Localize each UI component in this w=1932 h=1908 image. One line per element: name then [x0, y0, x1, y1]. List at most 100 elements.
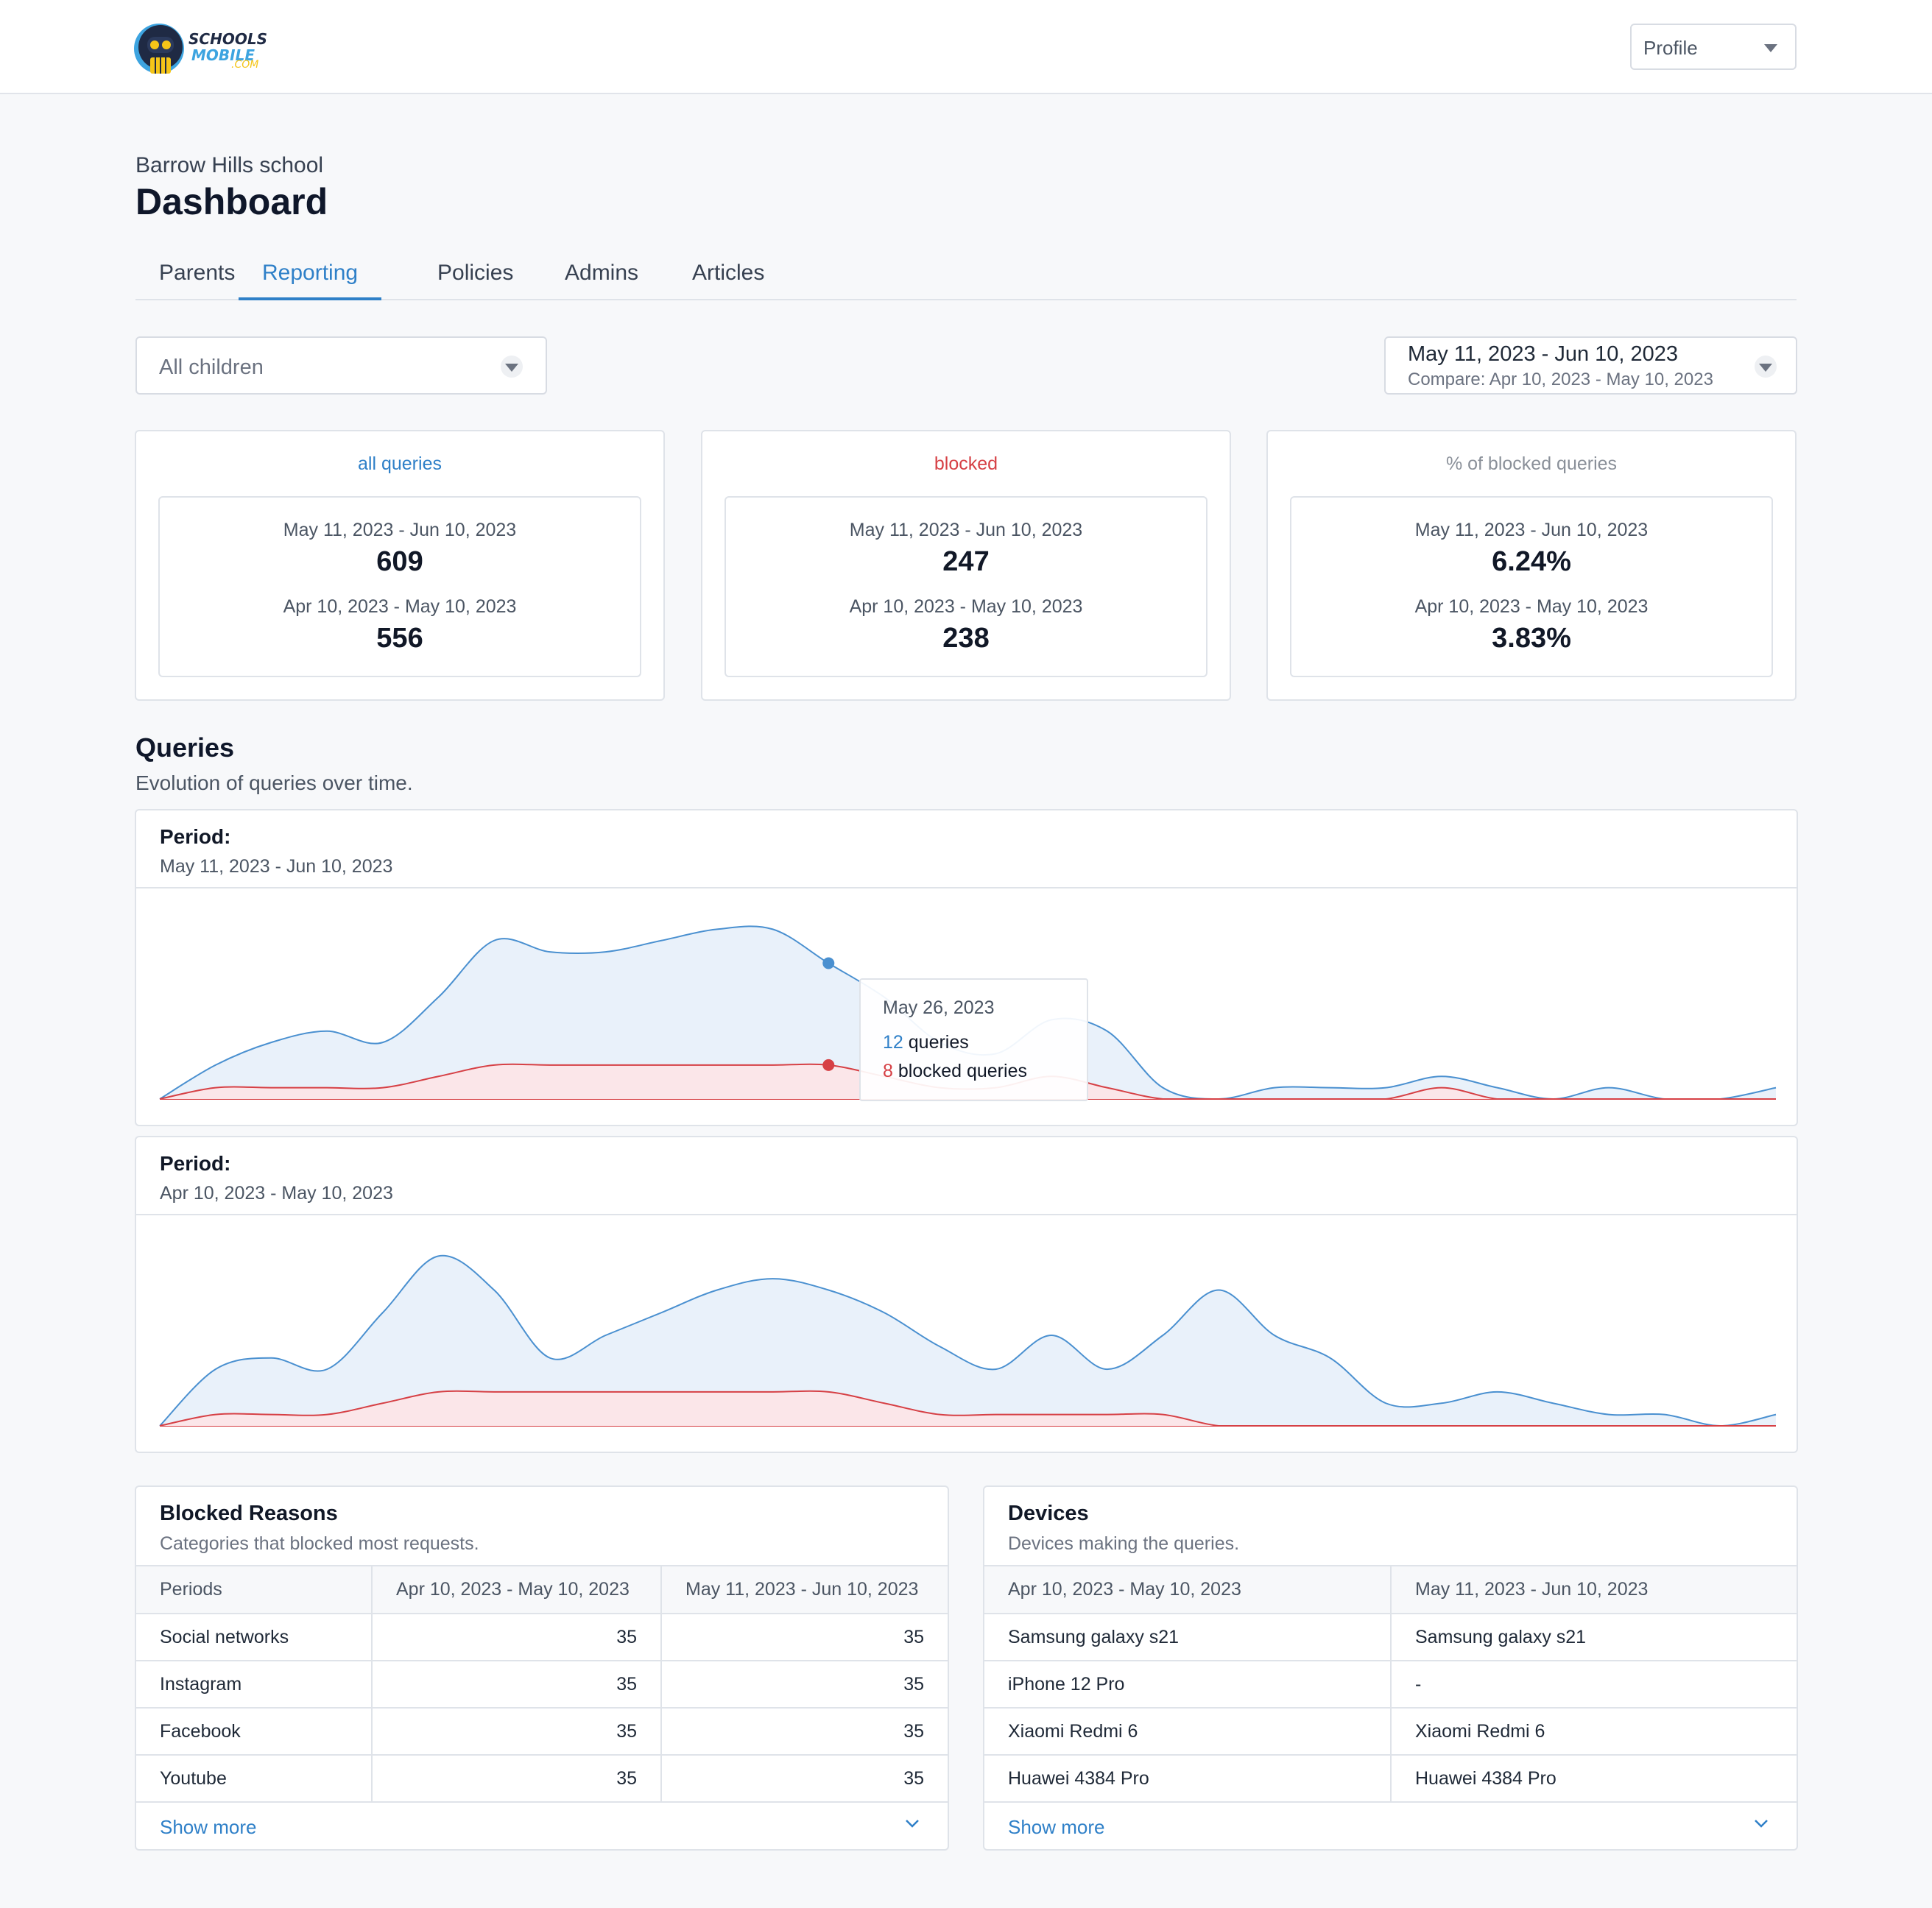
- stat-label: blocked: [934, 453, 998, 474]
- table-cell: Huawei 4384 Pro: [1391, 1755, 1797, 1803]
- table-row: Instagram 35 35: [136, 1661, 948, 1709]
- profile-label: Profile: [1643, 37, 1698, 59]
- blocked-reasons-title: Blocked Reasons: [160, 1502, 338, 1525]
- chart-tooltip: May 26, 2023 12 queries 8 blocked querie…: [859, 978, 1088, 1101]
- tooltip-date: May 26, 2023: [883, 997, 995, 1018]
- table-cell: -: [1391, 1661, 1797, 1709]
- table-cell: 35: [372, 1614, 662, 1661]
- queries-line: [159, 1254, 1777, 1427]
- column-header: May 11, 2023 - Jun 10, 2023: [1391, 1566, 1797, 1614]
- table-cell: 35: [372, 1661, 662, 1709]
- queries-subtitle: Evolution of queries over time.: [135, 771, 413, 794]
- period-label: Period:: [160, 1152, 231, 1175]
- chart-header: Period: Apr 10, 2023 - May 10, 2023: [136, 1137, 1797, 1215]
- table-cell: Social networks: [136, 1614, 373, 1661]
- show-more-label: Show more: [160, 1816, 257, 1838]
- schools-mobile-logo[interactable]: SCHOOLS MOBILE .COM: [134, 15, 267, 80]
- chevron-down-icon: [906, 1820, 919, 1828]
- svg-text:MOBILE: MOBILE: [191, 46, 255, 64]
- stat-previous-value: 3.83%: [1492, 623, 1571, 654]
- stat-current-period: May 11, 2023 - Jun 10, 2023: [849, 520, 1083, 540]
- queries-area: [160, 1255, 1776, 1426]
- tooltip-queries: 12 queries: [883, 1032, 1087, 1053]
- table-cell: Youtube: [136, 1755, 373, 1803]
- table-row: Youtube 35 35: [136, 1755, 948, 1803]
- tooltip-blocked-label: blocked queries: [898, 1061, 1027, 1081]
- column-header: Periods: [136, 1566, 373, 1614]
- blocked-line: [159, 1390, 1776, 1427]
- queries-title: Queries: [135, 732, 235, 763]
- stat-values: May 11, 2023 - Jun 10, 2023 609 Apr 10, …: [158, 496, 641, 677]
- table-cell: Xiaomi Redmi 6: [1391, 1708, 1797, 1756]
- table-cell: Huawei 4384 Pro: [984, 1755, 1392, 1803]
- queries-area-chart[interactable]: [136, 888, 1798, 1126]
- table-row: Samsung galaxy s21 Samsung galaxy s21: [984, 1614, 1797, 1661]
- compare-range-value: Compare: Apr 10, 2023 - May 10, 2023: [1408, 370, 1713, 389]
- devices-title: Devices: [1008, 1502, 1089, 1525]
- show-more-button[interactable]: Show more: [136, 1803, 948, 1849]
- tab-policies[interactable]: Policies: [437, 261, 514, 285]
- table-row: Xiaomi Redmi 6 Xiaomi Redmi 6: [984, 1708, 1797, 1756]
- show-more-button[interactable]: Show more: [984, 1803, 1797, 1849]
- table-cell: 35: [372, 1708, 662, 1756]
- stat-label: all queries: [358, 453, 442, 474]
- tab-reporting[interactable]: Reporting: [239, 261, 382, 300]
- blocked-reasons-subtitle: Categories that blocked most requests.: [160, 1533, 479, 1554]
- chevron-down-icon: [1755, 1820, 1768, 1828]
- date-range-picker[interactable]: May 11, 2023 - Jun 10, 2023 Compare: Apr…: [1384, 336, 1797, 395]
- table-row: iPhone 12 Pro -: [984, 1661, 1797, 1709]
- chevron-down-icon: [505, 364, 518, 372]
- children-select[interactable]: All children: [135, 336, 547, 395]
- blocked-area: [160, 1391, 1776, 1426]
- tab-admins[interactable]: Admins: [565, 261, 639, 285]
- column-header: May 11, 2023 - Jun 10, 2023: [661, 1566, 948, 1614]
- table-row: Social networks 35 35: [136, 1614, 948, 1661]
- column-header: Apr 10, 2023 - May 10, 2023: [984, 1566, 1392, 1614]
- stat-current-period: May 11, 2023 - Jun 10, 2023: [1414, 520, 1649, 540]
- period-range: May 11, 2023 - Jun 10, 2023: [160, 856, 393, 877]
- stat-values: May 11, 2023 - Jun 10, 2023 247 Apr 10, …: [724, 496, 1208, 677]
- table-header: Devices Devices making the queries.: [984, 1487, 1797, 1566]
- period-label: Period:: [160, 825, 231, 848]
- queries-area-chart[interactable]: [136, 1215, 1798, 1453]
- devices-table: Apr 10, 2023 - May 10, 2023 May 11, 2023…: [984, 1566, 1797, 1803]
- chart-card-previous: Period: Apr 10, 2023 - May 10, 2023: [135, 1136, 1798, 1453]
- devices-subtitle: Devices making the queries.: [1008, 1533, 1240, 1554]
- table-cell: 35: [661, 1661, 948, 1709]
- table-cell: Facebook: [136, 1708, 373, 1756]
- stat-label: % of blocked queries: [1445, 453, 1618, 474]
- stat-previous-period: Apr 10, 2023 - May 10, 2023: [849, 596, 1083, 617]
- stat-card-blocked: blocked May 11, 2023 - Jun 10, 2023 247 …: [701, 430, 1231, 701]
- tooltip-blocked: 8 blocked queries: [883, 1061, 1087, 1082]
- table-row: Facebook 35 35: [136, 1708, 948, 1756]
- tab-parents[interactable]: Parents: [159, 261, 236, 285]
- table-cell: Samsung galaxy s21: [1391, 1614, 1797, 1661]
- table-cell: iPhone 12 Pro: [984, 1661, 1392, 1709]
- page-title: Dashboard: [135, 181, 328, 222]
- queries-hover-point: [822, 957, 835, 969]
- tooltip-queries-label: queries: [908, 1032, 969, 1053]
- queries-area: [160, 926, 1776, 1099]
- stat-previous-value: 556: [376, 623, 423, 654]
- tooltip-queries-count: 12: [883, 1032, 903, 1053]
- tab-bar: Parents Reporting Policies Admins Articl…: [135, 250, 1797, 300]
- profile-dropdown[interactable]: Profile: [1630, 24, 1797, 70]
- blocked-reasons-card: Blocked Reasons Categories that blocked …: [135, 1485, 949, 1851]
- tab-articles[interactable]: Articles: [692, 261, 765, 285]
- table-cell: 35: [661, 1614, 948, 1661]
- stat-values: May 11, 2023 - Jun 10, 2023 6.24% Apr 10…: [1290, 496, 1773, 677]
- column-header: Apr 10, 2023 - May 10, 2023: [372, 1566, 662, 1614]
- stat-current-period: May 11, 2023 - Jun 10, 2023: [283, 520, 517, 540]
- table-header-row: Periods Apr 10, 2023 - May 10, 2023 May …: [136, 1566, 948, 1614]
- blocked-hover-point: [822, 1059, 835, 1071]
- chevron-down-icon: [1759, 364, 1772, 372]
- svg-text:.COM: .COM: [231, 59, 258, 71]
- show-more-label: Show more: [1008, 1816, 1105, 1838]
- stat-current-value: 609: [376, 546, 423, 577]
- stat-card-all-queries: all queries May 11, 2023 - Jun 10, 2023 …: [135, 430, 665, 701]
- stat-previous-value: 238: [942, 623, 990, 654]
- table-cell: 35: [661, 1708, 948, 1756]
- period-range: Apr 10, 2023 - May 10, 2023: [160, 1183, 393, 1204]
- stat-previous-period: Apr 10, 2023 - May 10, 2023: [283, 596, 517, 617]
- table-header: Blocked Reasons Categories that blocked …: [136, 1487, 948, 1566]
